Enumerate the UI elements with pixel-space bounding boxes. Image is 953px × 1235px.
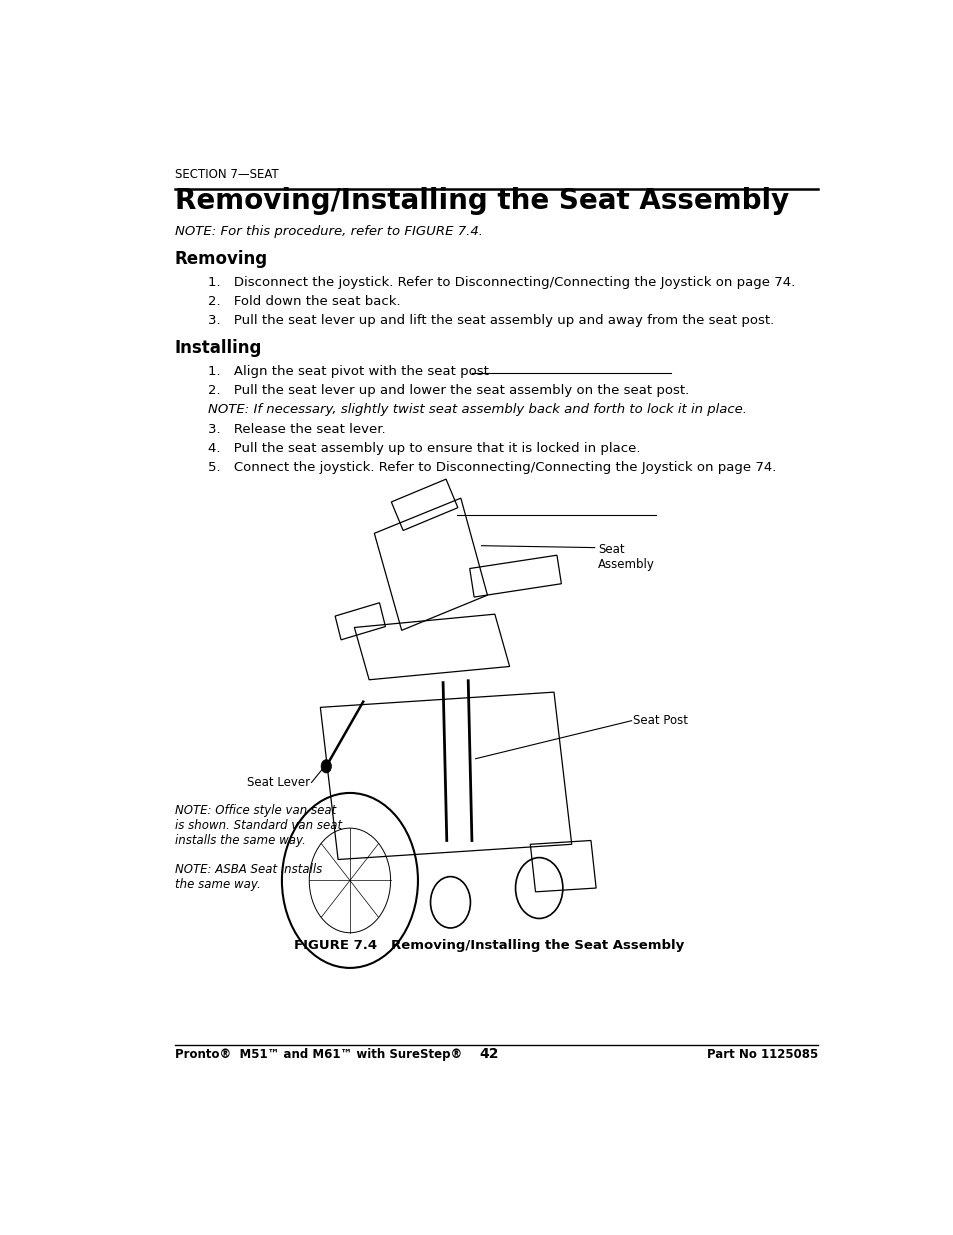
Text: 3. Release the seat lever.: 3. Release the seat lever.	[208, 424, 385, 436]
Text: 42: 42	[478, 1047, 498, 1061]
Text: NOTE: For this procedure, refer to FIGURE 7.4.: NOTE: For this procedure, refer to FIGUR…	[174, 225, 482, 237]
Text: 1. Disconnect the joystick. Refer to: 1. Disconnect the joystick. Refer to	[208, 275, 455, 289]
Text: Part No 1125085: Part No 1125085	[706, 1049, 817, 1061]
Text: FIGURE 7.4   Removing/Installing the Seat Assembly: FIGURE 7.4 Removing/Installing the Seat …	[294, 939, 683, 952]
Text: NOTE: Office style van seat
is shown. Standard van seat
installs the same way.: NOTE: Office style van seat is shown. St…	[174, 804, 341, 847]
Text: 1. Align the seat pivot with the seat post: 1. Align the seat pivot with the seat po…	[208, 366, 488, 378]
Text: Pronto®  M51™ and M61™ with SureStep®: Pronto® M51™ and M61™ with SureStep®	[174, 1049, 461, 1061]
Text: SECTION 7—SEAT: SECTION 7—SEAT	[174, 168, 278, 182]
Text: 2. Fold down the seat back.: 2. Fold down the seat back.	[208, 295, 400, 308]
Text: 1. Disconnect the joystick. Refer to Disconnecting/Connecting the Joystick: 1. Disconnect the joystick. Refer to Dis…	[208, 275, 711, 289]
Text: NOTE: If necessary, slightly twist seat assembly back and forth to lock it in pl: NOTE: If necessary, slightly twist seat …	[208, 404, 746, 416]
Text: 5. Connect the joystick. Refer to: 5. Connect the joystick. Refer to	[208, 462, 436, 474]
Text: NOTE: ASBA Seat installs
the same way.: NOTE: ASBA Seat installs the same way.	[174, 863, 321, 892]
Text: 3. Pull the seat lever up and lift the seat assembly up and away from the seat p: 3. Pull the seat lever up and lift the s…	[208, 314, 774, 327]
Text: 1. Disconnect the joystick. Refer to Disconnecting/Connecting the Joystick on pa: 1. Disconnect the joystick. Refer to Dis…	[208, 275, 795, 289]
Text: 2. Pull the seat lever up and lower the seat assembly on the seat post.: 2. Pull the seat lever up and lower the …	[208, 384, 688, 398]
Circle shape	[321, 760, 331, 773]
Text: Installing: Installing	[174, 340, 262, 357]
Text: Removing: Removing	[174, 249, 268, 268]
Text: Seat Post: Seat Post	[633, 714, 687, 727]
Text: Seat
Assembly: Seat Assembly	[598, 543, 655, 571]
Text: 5. Connect the joystick. Refer to Disconnecting/Connecting the Joystick: 5. Connect the joystick. Refer to Discon…	[208, 462, 692, 474]
Text: Seat Lever: Seat Lever	[247, 776, 310, 789]
Text: 5. Connect the joystick. Refer to Disconnecting/Connecting the Joystick on page : 5. Connect the joystick. Refer to Discon…	[208, 462, 776, 474]
Text: 4. Pull the seat assembly up to ensure that it is locked in place.: 4. Pull the seat assembly up to ensure t…	[208, 442, 639, 456]
Text: Removing/Installing the Seat Assembly: Removing/Installing the Seat Assembly	[174, 186, 788, 215]
